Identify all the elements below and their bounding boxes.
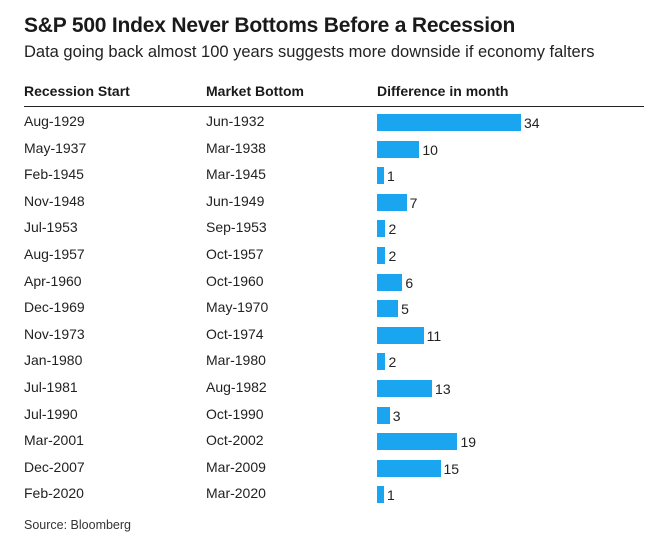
recession-start-cell: Aug-1929 xyxy=(24,113,85,129)
difference-value-label: 2 xyxy=(388,248,397,264)
difference-bar xyxy=(377,140,420,158)
header-recession-start: Recession Start xyxy=(24,83,130,99)
market-bottom-cell: Oct-1957 xyxy=(206,246,264,262)
recession-start-cell: Dec-1969 xyxy=(24,299,85,316)
recession-start-cell: May-1937 xyxy=(24,139,87,156)
difference-bar xyxy=(377,273,403,291)
table-row: Jul-1990 Oct-1990 3 xyxy=(0,402,654,428)
header-market-bottom: Market Bottom xyxy=(206,83,305,99)
recession-start-cell: Jan-1980 xyxy=(24,352,83,369)
market-bottom-cell: Oct-1960 xyxy=(206,272,264,289)
table-row: Jan-1980 Mar-1980 2 xyxy=(0,348,654,374)
source-note: Source: Bloomberg xyxy=(24,518,132,532)
table-row: Aug-1957 Oct-1957 2 xyxy=(0,242,654,268)
difference-bar xyxy=(377,486,384,504)
recession-start-cell: Apr-1960 xyxy=(24,272,82,289)
difference-value-label: 10 xyxy=(422,141,438,158)
market-bottom-cell: Oct-1974 xyxy=(206,325,264,342)
chart-subtitle: Data going back almost 100 years suggest… xyxy=(24,43,595,61)
market-bottom-cell: Mar-1945 xyxy=(206,166,266,183)
chart-title: S&P 500 Index Never Bottoms Before a Rec… xyxy=(24,14,516,37)
difference-bar xyxy=(377,326,424,344)
recession-start-cell: Feb-1945 xyxy=(24,166,84,183)
difference-value-label: 7 xyxy=(409,194,418,211)
difference-value-label: 15 xyxy=(443,460,460,477)
recession-start-cell: Aug-1957 xyxy=(24,246,85,262)
difference-value-label: 5 xyxy=(401,301,409,318)
difference-value-label: 19 xyxy=(460,434,477,451)
table-row: Aug-1929 Jun-1932 34 xyxy=(0,109,654,135)
difference-value-label: 6 xyxy=(405,274,414,291)
recession-start-cell: Nov-1973 xyxy=(24,325,85,342)
market-bottom-cell: Mar-1980 xyxy=(206,352,266,369)
difference-bar xyxy=(377,114,521,131)
difference-bar xyxy=(377,406,390,424)
difference-value-label: 3 xyxy=(392,407,401,424)
difference-bar xyxy=(377,300,399,318)
difference-bar xyxy=(377,193,407,211)
market-bottom-cell: Mar-2009 xyxy=(206,458,266,475)
market-bottom-cell: Oct-2002 xyxy=(206,432,264,449)
difference-bar xyxy=(377,220,386,238)
table-row: Feb-1945 Mar-1945 1 xyxy=(0,162,654,188)
market-bottom-cell: Jun-1949 xyxy=(206,192,265,209)
market-bottom-cell: Mar-1938 xyxy=(206,139,266,156)
header-divider xyxy=(24,106,644,107)
difference-bar xyxy=(377,167,384,185)
difference-bar xyxy=(377,433,458,451)
recession-start-cell: Mar-2001 xyxy=(24,432,84,449)
difference-bar xyxy=(377,247,386,264)
table-row: Dec-1969 May-1970 5 xyxy=(0,295,654,321)
table-row: May-1937 Mar-1938 10 xyxy=(0,136,654,162)
recession-start-cell: Feb-2020 xyxy=(24,485,84,502)
table-row: Nov-1973 Oct-1974 11 xyxy=(0,322,654,348)
market-bottom-cell: May-1970 xyxy=(206,299,269,316)
difference-value-label: 1 xyxy=(387,487,395,504)
recession-start-cell: Jul-1990 xyxy=(24,405,78,422)
market-bottom-cell: Jun-1932 xyxy=(206,113,265,129)
difference-value-label: 1 xyxy=(387,168,395,185)
recession-start-cell: Nov-1948 xyxy=(24,192,85,209)
difference-value-label: 11 xyxy=(426,327,442,344)
table-row: Mar-2001 Oct-2002 19 xyxy=(0,428,654,454)
table-row: Feb-2020 Mar-2020 1 xyxy=(0,481,654,507)
market-bottom-cell: Oct-1990 xyxy=(206,405,264,422)
header-difference: Difference in month xyxy=(377,83,509,99)
difference-value-label: 34 xyxy=(524,115,540,131)
difference-bar xyxy=(377,353,386,371)
table-row: Nov-1948 Jun-1949 7 xyxy=(0,189,654,215)
market-bottom-cell: Aug-1982 xyxy=(206,379,267,395)
market-bottom-cell: Sep-1953 xyxy=(206,219,267,236)
difference-value-label: 2 xyxy=(388,221,397,238)
recession-start-cell: Jul-1981 xyxy=(24,379,78,395)
table-row: Apr-1960 Oct-1960 6 xyxy=(0,269,654,295)
difference-bar xyxy=(377,380,433,397)
table-row: Jul-1953 Sep-1953 2 xyxy=(0,215,654,241)
recession-start-cell: Dec-2007 xyxy=(24,458,85,475)
difference-value-label: 13 xyxy=(435,381,451,397)
difference-bar xyxy=(377,459,441,477)
market-bottom-cell: Mar-2020 xyxy=(206,485,266,502)
table-row: Jul-1981 Aug-1982 13 xyxy=(0,375,654,401)
difference-value-label: 2 xyxy=(388,354,397,371)
recession-start-cell: Jul-1953 xyxy=(24,219,78,236)
table-row: Dec-2007 Mar-2009 15 xyxy=(0,455,654,481)
